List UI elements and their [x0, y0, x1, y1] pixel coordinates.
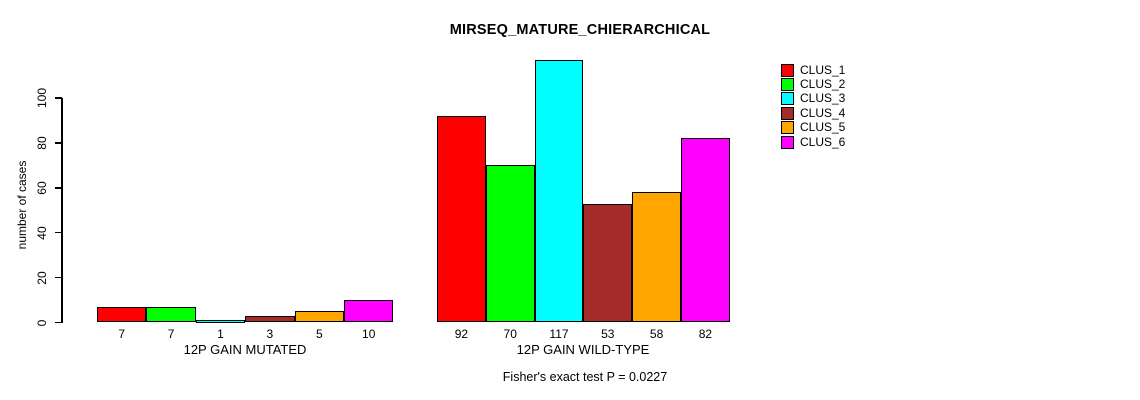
legend-item-clus_3: CLUS_3 — [781, 92, 845, 106]
legend-swatch-icon — [781, 106, 794, 120]
chart-title: MIRSEQ_MATURE_CHIERARCHICAL — [449, 22, 711, 38]
bar-clus_6-wild-type — [681, 138, 730, 323]
bar-clus_1-wild-type — [437, 115, 486, 323]
bar-clus_3-mutated — [195, 319, 246, 323]
bar-value-label: 58 — [649, 327, 664, 341]
y-tick-mark — [55, 187, 62, 189]
bar-value-label: 117 — [549, 327, 569, 341]
legend-swatch-icon — [781, 121, 794, 135]
legend-swatch-icon — [781, 63, 794, 77]
bar-value-label: 7 — [167, 327, 175, 341]
y-tick-label: 100 — [35, 87, 49, 109]
y-tick-mark — [55, 97, 62, 99]
bar-value-label: 82 — [698, 327, 713, 341]
bar-clus_1-mutated — [97, 306, 147, 323]
legend-swatch-icon — [781, 92, 794, 106]
legend-item-clus_6: CLUS_6 — [781, 135, 845, 149]
legend-swatch-icon — [781, 77, 794, 91]
fisher-test-note: Fisher's exact test P = 0.0227 — [502, 370, 668, 384]
bar-clus_2-mutated — [146, 306, 196, 323]
y-tick-label: 60 — [35, 181, 49, 195]
bar-value-label: 10 — [362, 327, 376, 341]
bar-value-label: 92 — [454, 327, 469, 341]
legend-label: CLUS_6 — [800, 134, 846, 149]
bar-clus_6-mutated — [344, 300, 394, 323]
y-tick-label: 40 — [35, 226, 49, 240]
y-tick-label: 80 — [35, 136, 49, 150]
bar-value-label: 3 — [266, 327, 274, 341]
legend-item-clus_2: CLUS_2 — [781, 77, 845, 91]
bar-clus_4-mutated — [245, 315, 295, 323]
y-tick-mark — [55, 276, 62, 279]
bar-clus_3-wild-type — [534, 59, 584, 323]
legend-label: CLUS_5 — [800, 120, 846, 135]
legend-label: CLUS_4 — [800, 105, 846, 120]
y-tick-label: 20 — [35, 270, 49, 285]
bar-clus_2-wild-type — [485, 165, 535, 323]
y-tick-label: 0 — [35, 319, 49, 326]
legend-item-clus_1: CLUS_1 — [781, 63, 845, 77]
bar-value-label: 7 — [118, 327, 126, 341]
bar-value-label: 70 — [503, 327, 517, 341]
legend-label: CLUS_3 — [800, 91, 846, 106]
bar-value-label: 1 — [217, 327, 224, 341]
y-axis-line — [61, 98, 63, 323]
y-tick-mark — [55, 321, 62, 324]
bar-clus_5-mutated — [294, 311, 344, 323]
legend-label: CLUS_1 — [800, 62, 846, 77]
legend-label: CLUS_2 — [800, 76, 846, 91]
bar-value-label: 5 — [315, 327, 323, 341]
bar-clus_4-wild-type — [583, 203, 633, 323]
legend-item-clus_4: CLUS_4 — [781, 106, 845, 120]
group-label-wild-type: 12P GAIN WILD-TYPE — [516, 342, 650, 357]
bar-value-label: 53 — [601, 327, 615, 341]
y-tick-mark — [55, 142, 62, 144]
y-tick-mark — [55, 231, 62, 234]
y-axis-label: number of cases — [15, 160, 29, 250]
group-label-mutated: 12P GAIN MUTATED — [183, 342, 307, 357]
legend-item-clus_5: CLUS_5 — [781, 121, 845, 135]
legend-swatch-icon — [781, 135, 794, 149]
bar-clus_5-wild-type — [632, 192, 681, 323]
